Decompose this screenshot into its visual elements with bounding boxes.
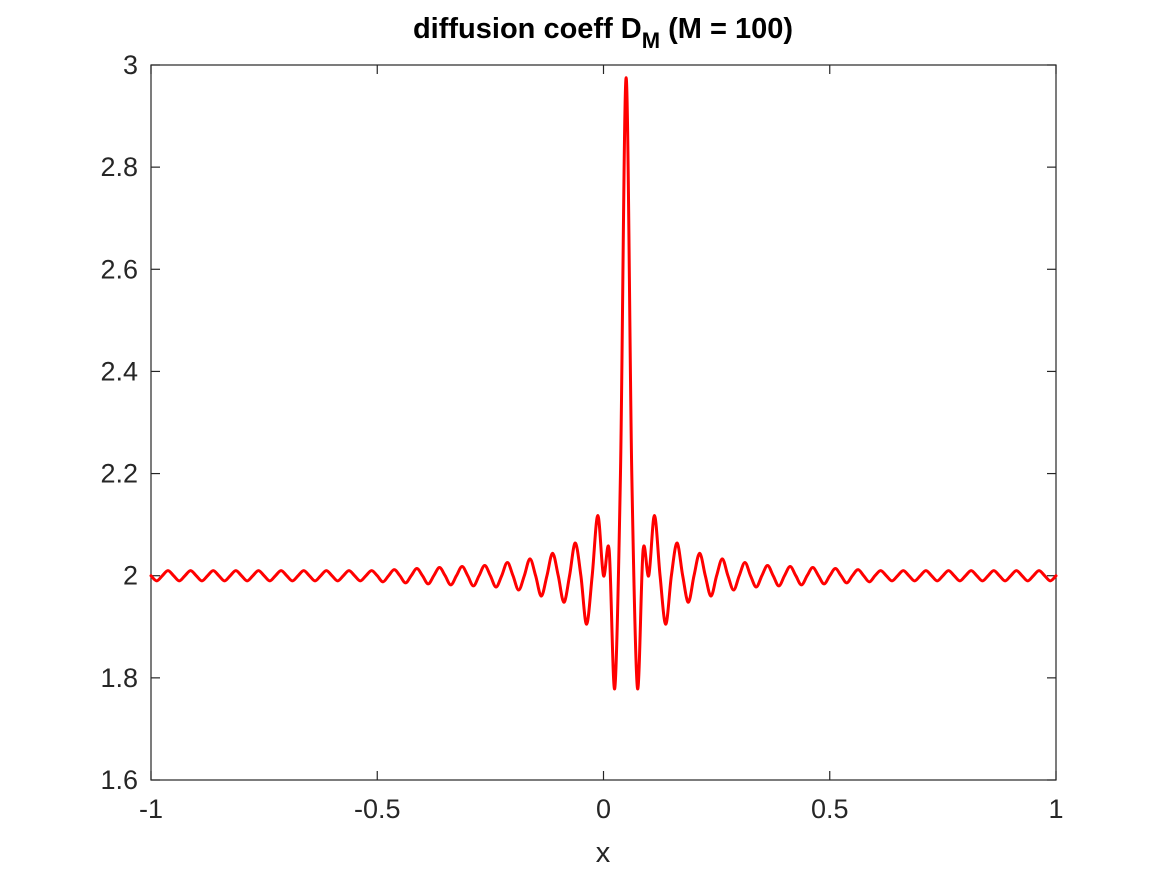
y-tick-label: 2.8 [100, 152, 138, 182]
y-tick-label: 2.4 [100, 356, 138, 386]
y-tick-label: 2.6 [100, 254, 138, 284]
y-tick-label: 2.2 [100, 459, 138, 489]
x-axis-label: x [596, 837, 611, 869]
x-tick-label: 0.5 [811, 794, 849, 824]
chart-title-main: diffusion coeff D [413, 13, 642, 45]
y-tick-label: 2 [123, 561, 138, 591]
tick-labels-layer: -1 -0.5 0 0.5 1 1.6 1.8 2 2.2 2.4 2.6 2.8 3 [100, 50, 1063, 824]
ticks-layer [150, 64, 1057, 781]
x-tick-label: 0 [596, 794, 611, 824]
x-tick-label: -0.5 [354, 794, 401, 824]
x-tick-label: -1 [139, 794, 163, 824]
chart-title-suffix: (M = 100) [660, 13, 793, 45]
series-line-diffusion-coeff [149, 76, 1058, 691]
x-tick-label: 1 [1048, 794, 1063, 824]
y-tick-label: 3 [123, 50, 138, 80]
chart-title: diffusion coeff DM (M = 100) [413, 13, 793, 53]
y-tick-label: 1.8 [100, 663, 138, 693]
y-tick-label: 1.6 [100, 765, 138, 795]
chart-title-subscript: M [642, 28, 660, 53]
